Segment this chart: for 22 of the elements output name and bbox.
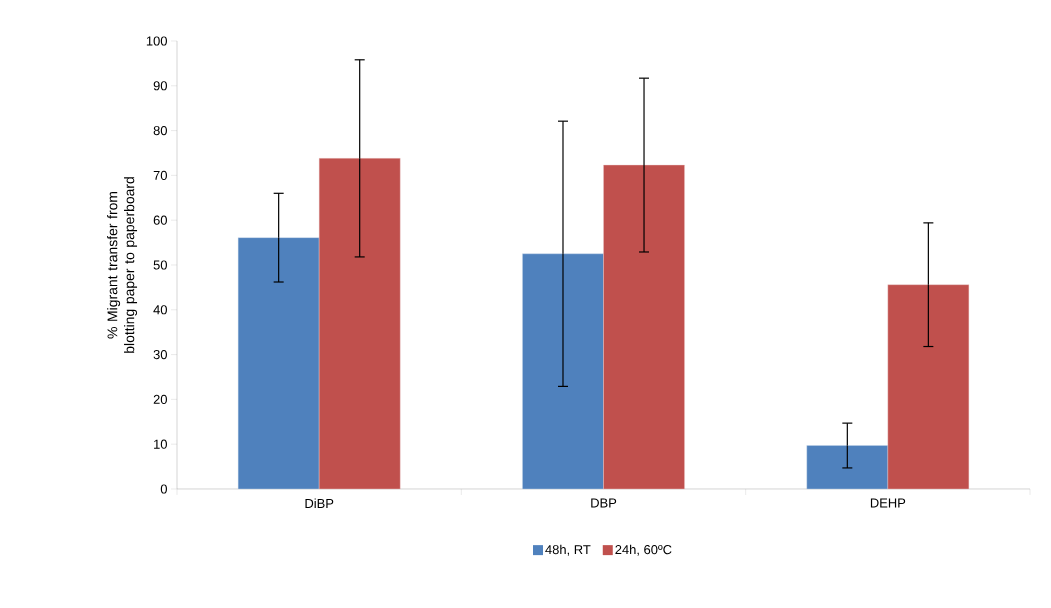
x-tick-label: DBP — [591, 498, 617, 508]
y-tick-label: 70 — [153, 170, 167, 180]
bar — [806, 445, 889, 490]
y-axis-title: % Migrant transfer from blotting paper to paperboard — [107, 177, 138, 353]
legend-label: 24h, 60ºC — [615, 544, 672, 556]
bar — [318, 158, 401, 490]
legend-label: 48h, RT — [545, 544, 591, 556]
y-tick-label: 30 — [153, 350, 167, 360]
y-tick-label: 0 — [160, 484, 167, 494]
y-tick-label: 60 — [153, 215, 167, 225]
x-tick-label: DEHP — [870, 498, 906, 508]
y-tick-label: 40 — [153, 305, 167, 315]
y-tick-label: 10 — [154, 439, 167, 449]
y-tick-label: 50 — [153, 260, 167, 270]
y-tick-label: 20 — [153, 394, 167, 404]
x-tick-label: DiBP — [305, 498, 334, 508]
y-tick-label: 90 — [153, 81, 167, 91]
y-tick-label: 80 — [153, 125, 167, 136]
bar — [237, 237, 320, 490]
y-tick-label: 100 — [146, 36, 167, 46]
bar — [887, 284, 970, 490]
bar — [603, 164, 685, 490]
